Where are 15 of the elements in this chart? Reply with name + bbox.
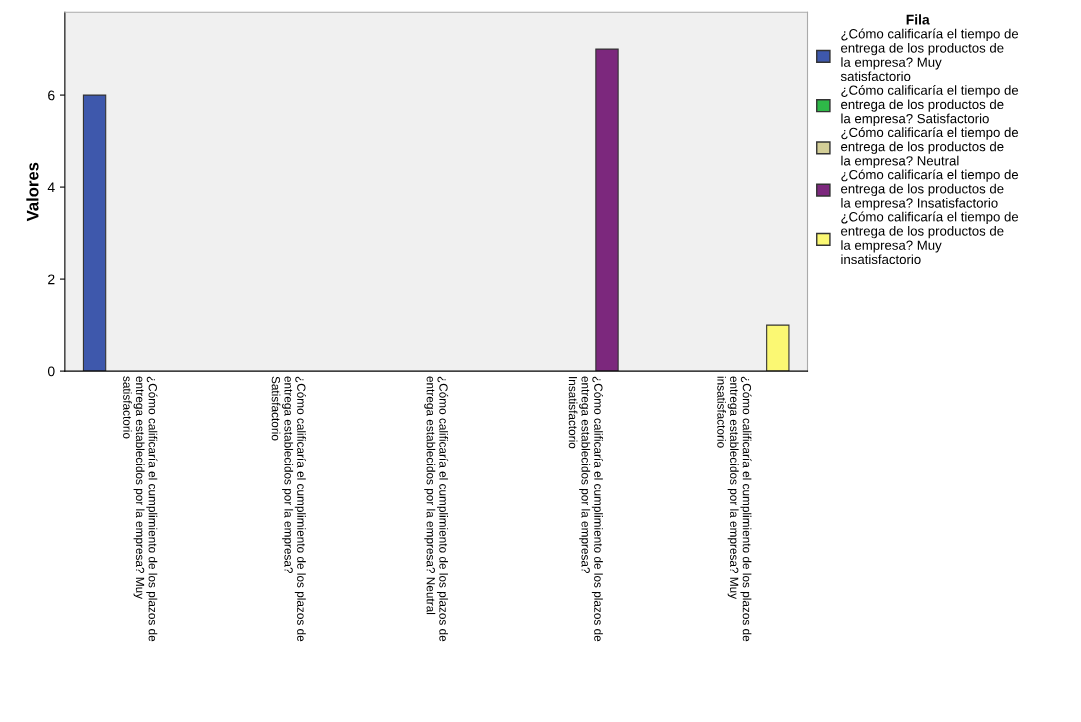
y-tick-label: 4 (47, 182, 55, 193)
legend-label: ¿Cómo calificaría el tiempo de entrega de los productos de la empresa? Muy insatisfactorio (841, 211, 1019, 265)
legend-label: ¿Cómo calificaría el tiempo de entrega de los productos de la empresa? Muy satisfactorio (840, 28, 1019, 82)
legend-label: ¿Cómo calificaría el tiempo de entrega de los productos de la empresa? Insatisfactorio (841, 169, 1019, 211)
legend-title: Fila (906, 14, 930, 25)
x-tick-label: ¿Cómo calificaría el cumplimiento de los plazos de entrega establecidos por la empresa? Insatisfactorio (568, 376, 603, 642)
legend-label: ¿Cómo calificaría el tiempo de entrega de los productos de la empresa? Satisfactorio (841, 85, 1019, 126)
x-tick-label: ¿Cómo calificaría el cumplimiento de los plazos de entrega establecidos por la empresa? Satisfactorio (271, 376, 306, 642)
y-tick-label: 0 (47, 366, 55, 377)
x-tick-label: ¿Cómo calificaría el cumplimiento de los plazos de entrega establecidos por la empresa? Muy satisfactorio (123, 376, 158, 642)
legend-label: ¿Cómo calificaría el tiempo de entrega de los productos de la empresa? Neutral (841, 127, 1019, 169)
y-axis-title: Valores (26, 162, 39, 222)
y-tick-label: 6 (48, 90, 55, 101)
x-tick-label: ¿Cómo calificaría el cumplimiento de los plazos de entrega establecidos por la empresa? Muy insatisfactorio (717, 376, 752, 642)
y-tick-label: 2 (48, 274, 55, 285)
